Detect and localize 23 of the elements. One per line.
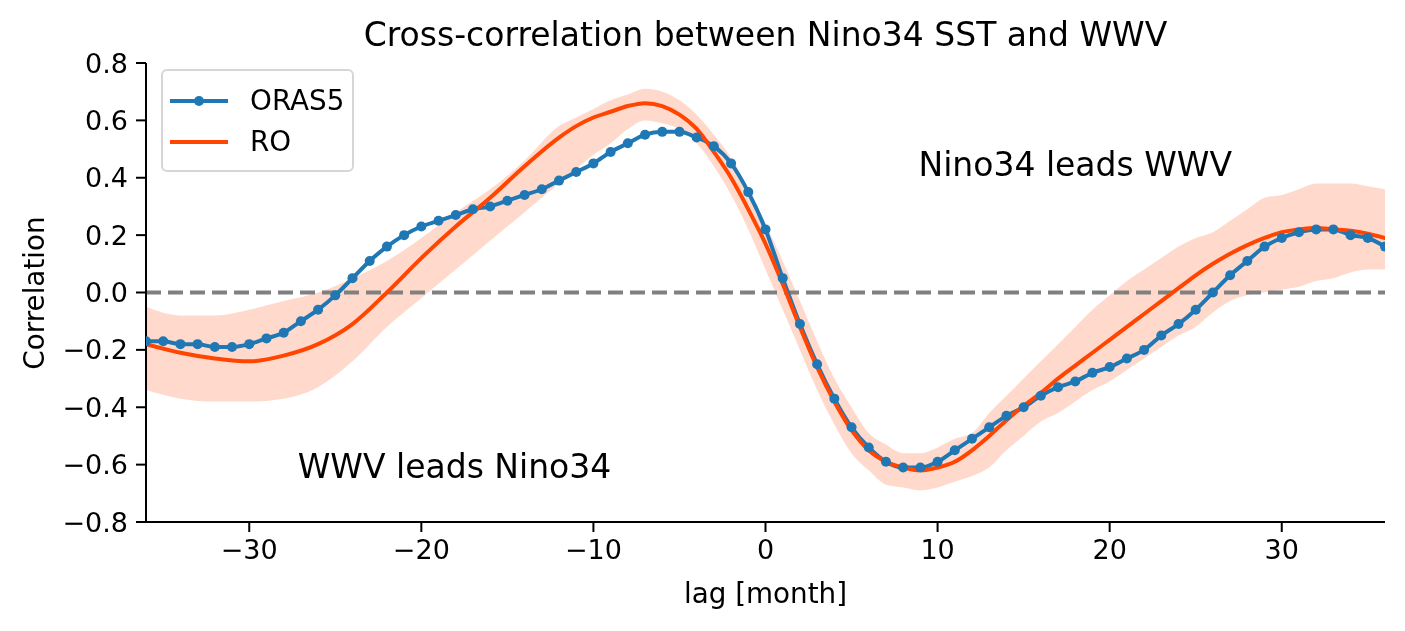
y-tick-label: 0.6 (85, 104, 128, 136)
chart-title: Cross-correlation between Nino34 SST and WWV (362, 15, 1169, 55)
x-tick-label: −30 (220, 534, 278, 566)
annotation: WWV leads Nino34 (297, 446, 612, 486)
x-tick-label: 20 (1092, 534, 1127, 566)
x-tick-label: −10 (564, 534, 622, 566)
x-axis-title: lag [month] (682, 577, 849, 611)
y-tick-label: −0.8 (62, 506, 128, 538)
legend-label: ORAS5 (250, 83, 345, 118)
y-tick-label: −0.4 (62, 391, 128, 423)
x-tick-label: 0 (756, 534, 775, 566)
x-tick-label: 30 (1264, 534, 1299, 566)
y-tick-label: 0.8 (85, 47, 128, 79)
y-axis-title: Correlation (18, 215, 51, 370)
y-tick-label: 0.2 (85, 219, 128, 251)
y-tick-label: −0.6 (62, 449, 128, 481)
y-tick-label: 0.4 (85, 162, 128, 194)
x-tick-label: 10 (920, 534, 955, 566)
legend-label: RO (250, 124, 292, 159)
annotation: Nino34 leads WWV (918, 144, 1233, 184)
y-tick-label: −0.2 (62, 334, 128, 366)
x-tick-label: −20 (392, 534, 450, 566)
y-tick-label: 0.0 (85, 277, 128, 309)
